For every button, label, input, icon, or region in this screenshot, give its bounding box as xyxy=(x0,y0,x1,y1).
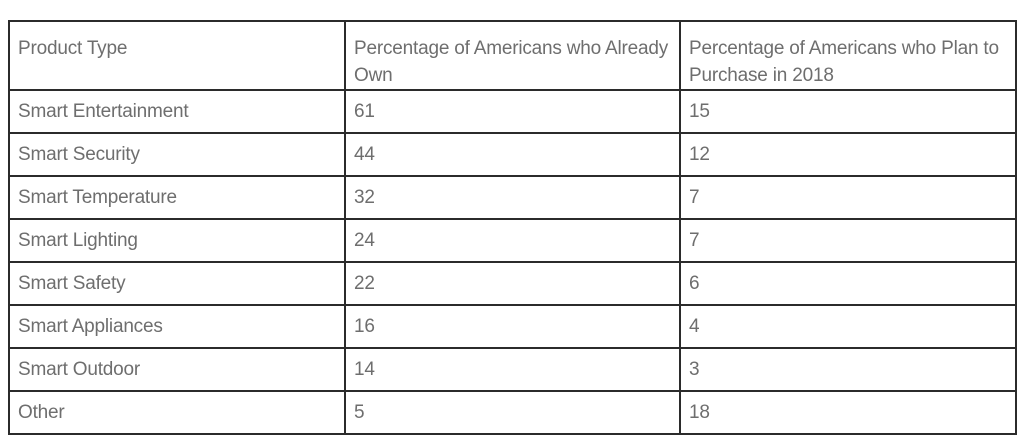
cell-product-type: Other xyxy=(8,390,346,435)
cell-product-type: Smart Lighting xyxy=(8,218,346,263)
cell-plan-to-purchase: 6 xyxy=(679,261,1017,306)
cell-product-type: Smart Safety xyxy=(8,261,346,306)
cell-already-own: 61 xyxy=(344,89,681,134)
cell-plan-to-purchase: 3 xyxy=(679,347,1017,392)
cell-plan-to-purchase: 18 xyxy=(679,390,1017,435)
table-row: Smart Lighting 24 7 xyxy=(8,218,1017,263)
table-header: Product Type Percentage of Americans who… xyxy=(8,20,1017,91)
header-already-own: Percentage of Americans who Already Own xyxy=(344,20,681,91)
cell-already-own: 22 xyxy=(344,261,681,306)
cell-already-own: 14 xyxy=(344,347,681,392)
cell-product-type: Smart Security xyxy=(8,132,346,177)
cell-already-own: 16 xyxy=(344,304,681,349)
cell-already-own: 5 xyxy=(344,390,681,435)
header-plan-to-purchase: Percentage of Americans who Plan to Purc… xyxy=(679,20,1017,91)
cell-plan-to-purchase: 12 xyxy=(679,132,1017,177)
table-body: Smart Entertainment 61 15 Smart Security… xyxy=(8,89,1017,435)
cell-plan-to-purchase: 7 xyxy=(679,218,1017,263)
table-row: Smart Safety 22 6 xyxy=(8,261,1017,306)
cell-plan-to-purchase: 15 xyxy=(679,89,1017,134)
table-row: Smart Outdoor 14 3 xyxy=(8,347,1017,392)
cell-already-own: 44 xyxy=(344,132,681,177)
cell-product-type: Smart Entertainment xyxy=(8,89,346,134)
table-row: Smart Security 44 12 xyxy=(8,132,1017,177)
header-row: Product Type Percentage of Americans who… xyxy=(8,20,1017,91)
cell-plan-to-purchase: 4 xyxy=(679,304,1017,349)
header-product-type: Product Type xyxy=(8,20,346,91)
cell-already-own: 24 xyxy=(344,218,681,263)
cell-product-type: Smart Appliances xyxy=(8,304,346,349)
cell-plan-to-purchase: 7 xyxy=(679,175,1017,220)
data-table-container: Product Type Percentage of Americans who… xyxy=(8,20,1017,435)
table-row: Other 5 18 xyxy=(8,390,1017,435)
cell-product-type: Smart Outdoor xyxy=(8,347,346,392)
cell-already-own: 32 xyxy=(344,175,681,220)
smart-home-ownership-table: Product Type Percentage of Americans who… xyxy=(8,20,1017,435)
table-row: Smart Entertainment 61 15 xyxy=(8,89,1017,134)
table-row: Smart Appliances 16 4 xyxy=(8,304,1017,349)
cell-product-type: Smart Temperature xyxy=(8,175,346,220)
table-row: Smart Temperature 32 7 xyxy=(8,175,1017,220)
